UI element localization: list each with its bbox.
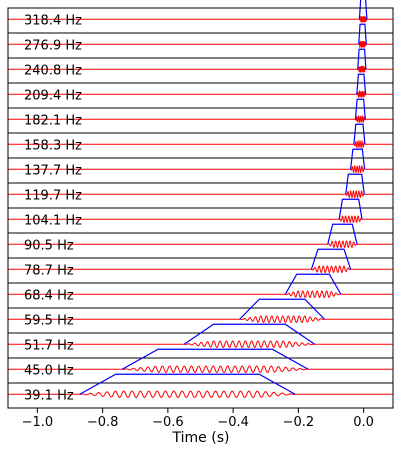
band-137-7-hz: 137.7 Hz	[8, 148, 393, 178]
signal-trace	[8, 340, 393, 348]
envelope-window	[284, 273, 342, 295]
band-stack: 318.4 Hz 276.9 Hz 240.8 Hz 209.4 Hz 182.1 Hz…	[8, 0, 393, 403]
band-label: 119.7 Hz	[24, 188, 82, 203]
band-90-5-hz: 90.5 Hz	[8, 223, 393, 253]
band-label: 59.5 Hz	[24, 313, 74, 328]
signal-trace	[8, 265, 393, 274]
signal-trace	[8, 64, 393, 73]
band-label: 158.3 Hz	[24, 138, 82, 153]
band-39-1-hz: 39.1 Hz	[8, 373, 393, 403]
signal-trace	[8, 290, 393, 299]
band-68-4-hz: 68.4 Hz	[8, 273, 393, 303]
band-label: 45.0 Hz	[24, 363, 74, 378]
signal-trace	[8, 114, 393, 124]
envelope-window	[327, 223, 358, 245]
band-78-7-hz: 78.7 Hz	[8, 248, 393, 278]
envelope-window	[358, 0, 368, 20]
x-tick-label: −0.4	[217, 415, 249, 430]
signal-trace	[8, 390, 393, 398]
envelope-window	[356, 73, 367, 95]
envelope-window	[354, 98, 366, 120]
envelope-window	[358, 23, 367, 45]
band-182-1-hz: 182.1 Hz	[8, 98, 393, 128]
envelope-window	[345, 173, 365, 195]
band-318-4-hz: 318.4 Hz	[8, 0, 393, 28]
band-label: 90.5 Hz	[24, 238, 74, 253]
x-axis: −1.0 −0.8 −0.6 −0.4 −0.2 0.0	[22, 408, 374, 430]
signal-trace	[8, 315, 393, 324]
signal-trace	[8, 215, 393, 224]
x-axis-title: Time (s)	[172, 430, 230, 446]
band-label: 39.1 Hz	[24, 388, 74, 403]
band-label: 78.7 Hz	[24, 263, 74, 278]
band-59-5-hz: 59.5 Hz	[8, 298, 393, 328]
envelope-window	[239, 298, 325, 320]
signal-trace	[8, 189, 393, 199]
band-119-7-hz: 119.7 Hz	[8, 173, 393, 203]
signal-trace	[8, 16, 393, 24]
band-label: 137.7 Hz	[24, 163, 82, 178]
band-label: 209.4 Hz	[24, 88, 82, 103]
envelope-window	[353, 123, 366, 145]
band-label: 68.4 Hz	[24, 288, 74, 303]
band-276-9-hz: 276.9 Hz	[8, 23, 393, 53]
band-45-0-hz: 45.0 Hz	[8, 348, 393, 378]
signal-trace	[8, 365, 393, 373]
x-tick-label: 0.0	[353, 415, 374, 430]
signal-trace	[8, 164, 393, 174]
envelope-window	[79, 373, 296, 395]
x-tick-label: −1.0	[22, 415, 54, 430]
band-158-3-hz: 158.3 Hz	[8, 123, 393, 153]
band-label: 51.7 Hz	[24, 338, 74, 353]
envelope-window	[357, 48, 367, 70]
signal-trace	[8, 139, 393, 150]
band-label: 240.8 Hz	[24, 63, 82, 78]
envelope-window	[183, 323, 316, 345]
signal-trace	[8, 89, 393, 98]
band-209-4-hz: 209.4 Hz	[8, 73, 393, 103]
x-tick-label: −0.6	[152, 415, 184, 430]
band-240-8-hz: 240.8 Hz	[8, 48, 393, 78]
band-51-7-hz: 51.7 Hz	[8, 323, 393, 353]
envelope-window	[310, 248, 352, 270]
plot-frame	[7, 7, 394, 409]
envelope-window	[121, 348, 309, 370]
signal-trace	[8, 40, 393, 49]
band-label: 104.1 Hz	[24, 213, 82, 228]
band-104-1-hz: 104.1 Hz	[8, 198, 393, 228]
signal-trace	[8, 240, 393, 249]
envelope-window	[349, 148, 366, 170]
x-tick-label: −0.2	[283, 415, 315, 430]
band-label: 276.9 Hz	[24, 38, 82, 53]
envelope-window	[338, 198, 363, 220]
x-tick-label: −0.8	[87, 415, 119, 430]
band-label: 318.4 Hz	[24, 13, 82, 28]
band-label: 182.1 Hz	[24, 113, 82, 128]
